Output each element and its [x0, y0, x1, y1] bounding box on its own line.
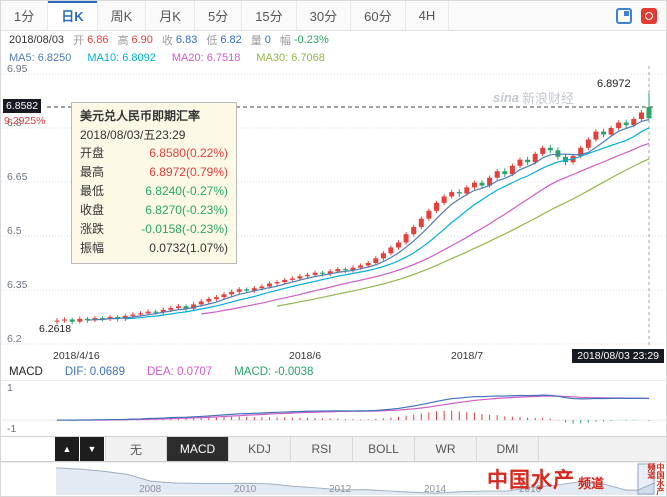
- ma20-value: MA20: 6.7518: [171, 51, 241, 64]
- candlestick-canvas: [1, 66, 666, 348]
- y-axis-label: 6.5: [7, 225, 22, 237]
- range-navigator[interactable]: 2008 2010 2012 2014 2016 中国水产 频道 中国水产频道: [1, 462, 666, 496]
- macd-legend-row: MACD DIF: 0.0689 DEA: 0.0707 MACD: -0.00…: [1, 364, 666, 380]
- macd-y-tick-top: 1: [7, 382, 13, 394]
- ind-tab-rsi[interactable]: RSI: [291, 437, 353, 461]
- current-price-tag: 6.8582: [3, 99, 42, 113]
- x-axis-label: 2018/6: [289, 350, 322, 362]
- ma5-value: MA5: 6.8250: [9, 51, 72, 64]
- low-marker-label: 6.2618: [39, 323, 72, 335]
- macd-dea-value: DEA: 0.0707: [146, 366, 213, 378]
- indicator-bar-filler: [539, 437, 666, 461]
- ind-tab-none[interactable]: 无: [105, 437, 167, 461]
- tab-weekly[interactable]: 周K: [98, 1, 147, 30]
- quote-high: 高 6.90: [117, 34, 153, 47]
- x-axis: 2018/4/16 2018/6 2018/7 2018/08/03 23:29: [1, 348, 666, 364]
- tooltip-date: 2018/08/03/五23:29: [80, 128, 186, 142]
- channel-watermark-sub: 频道: [577, 476, 604, 491]
- tab-1min[interactable]: 1分: [1, 1, 49, 30]
- tooltip-row-amplitude: 振幅 0.0732(1.07%): [80, 241, 228, 255]
- ind-tab-dmi[interactable]: DMI: [477, 437, 539, 461]
- current-price-percent: 9.2925%: [4, 115, 46, 127]
- macd-dif-value: DIF: 0.0689: [64, 366, 125, 378]
- y-axis-label: 6.35: [7, 279, 28, 291]
- fullscreen-icon[interactable]: [616, 7, 632, 24]
- ind-tab-wr[interactable]: WR: [415, 437, 477, 461]
- y-axis-label: 6.2: [7, 333, 22, 345]
- navigator-year-label: 2012: [329, 484, 352, 495]
- camera-icon[interactable]: [641, 7, 657, 24]
- indicator-switch-bar: ▲ ▼ 无 MACD KDJ RSI BOLL WR DMI: [1, 436, 666, 462]
- y-axis-label: 6.65: [7, 171, 28, 183]
- macd-y-tick-bottom: -1: [7, 423, 17, 435]
- sina-watermark-text: 新浪财经: [522, 91, 575, 106]
- quote-low: 低 6.82: [206, 34, 242, 47]
- ind-tab-macd[interactable]: MACD: [167, 437, 229, 461]
- macd-title: MACD: [9, 366, 43, 378]
- ind-tab-kdj[interactable]: KDJ: [229, 437, 291, 461]
- tab-60min[interactable]: 60分: [351, 1, 406, 30]
- quote-change: 幅 -0.23%: [279, 34, 329, 47]
- tab-daily[interactable]: 日K: [48, 1, 98, 30]
- quote-open: 开 6.86: [73, 34, 109, 47]
- channel-watermark-vertical: 中国水产频道: [647, 463, 665, 495]
- x-axis-label: 2018/4/16: [53, 350, 100, 362]
- quote-close: 收 6.83: [161, 34, 198, 47]
- tab-4h[interactable]: 4H: [406, 1, 450, 30]
- navigator-year-label: 2010: [234, 484, 257, 495]
- y-axis-label: 6.95: [7, 63, 28, 75]
- tab-30min[interactable]: 30分: [297, 1, 352, 30]
- high-marker-label: 6.8972: [597, 78, 631, 90]
- navigator-year-label: 2008: [139, 484, 162, 495]
- tooltip-row-high: 最高 6.8972(0.79%): [80, 165, 228, 179]
- macd-hist-value: MACD: -0.0038: [234, 366, 314, 378]
- channel-watermark: 中国水产 频道: [487, 464, 604, 494]
- navigator-canvas: [55, 463, 655, 496]
- macd-canvas: [1, 394, 666, 424]
- period-tabbar: 1分 日K 周K 月K 5分 15分 30分 60分 4H: [1, 1, 666, 31]
- navigator-year-label: 2016: [519, 484, 542, 495]
- tab-5min[interactable]: 5分: [195, 1, 243, 30]
- ma10-value: MA10: 6.8092: [87, 51, 156, 64]
- x-axis-label: 2018/7: [451, 350, 484, 362]
- y-axis-label: 6.8: [7, 117, 22, 129]
- sina-finance-watermark: sina 新浪财经: [493, 88, 574, 107]
- sina-logo: sina: [493, 90, 520, 105]
- tooltip-row-close: 收盘 6.8270(-0.23%): [80, 203, 228, 217]
- quote-date: 2018/08/03: [9, 34, 65, 46]
- tab-15min[interactable]: 15分: [242, 1, 297, 30]
- crosshair-date-tag: 2018/08/03 23:29: [572, 349, 664, 363]
- tooltip-row-low: 最低 6.8240(-0.27%): [80, 184, 228, 198]
- indicator-next-button[interactable]: ▼: [80, 437, 104, 461]
- tooltip-title: 美元兑人民币即期汇率: [80, 109, 201, 123]
- tabbar-spacer: [449, 1, 616, 30]
- tooltip-row-open: 开盘 6.8580(0.22%): [80, 146, 228, 160]
- channel-watermark-main: 中国水产: [486, 469, 575, 492]
- macd-panel: 1 -1: [1, 380, 666, 436]
- main-chart-area[interactable]: 6.95 6.8 6.65 6.5 6.35 6.2 6.8582 9.2925…: [1, 63, 666, 348]
- indicator-prev-button[interactable]: ▲: [55, 437, 79, 461]
- ma-legend-row: MA5: 6.8250 MA10: 6.8092 MA20: 6.7518 MA…: [1, 49, 666, 66]
- quote-tooltip: 美元兑人民币即期汇率 2018/08/03/五23:29 开盘 6.8580(0.…: [71, 102, 237, 264]
- ma30-value: MA30: 6.7068: [256, 51, 325, 64]
- tooltip-row-change: 涨跌 -0.0158(-0.23%): [80, 222, 228, 236]
- tab-monthly[interactable]: 月K: [146, 1, 195, 30]
- navigator-year-label: 2014: [424, 484, 447, 495]
- indicator-bar-spacer: [1, 437, 55, 461]
- ind-tab-boll[interactable]: BOLL: [353, 437, 415, 461]
